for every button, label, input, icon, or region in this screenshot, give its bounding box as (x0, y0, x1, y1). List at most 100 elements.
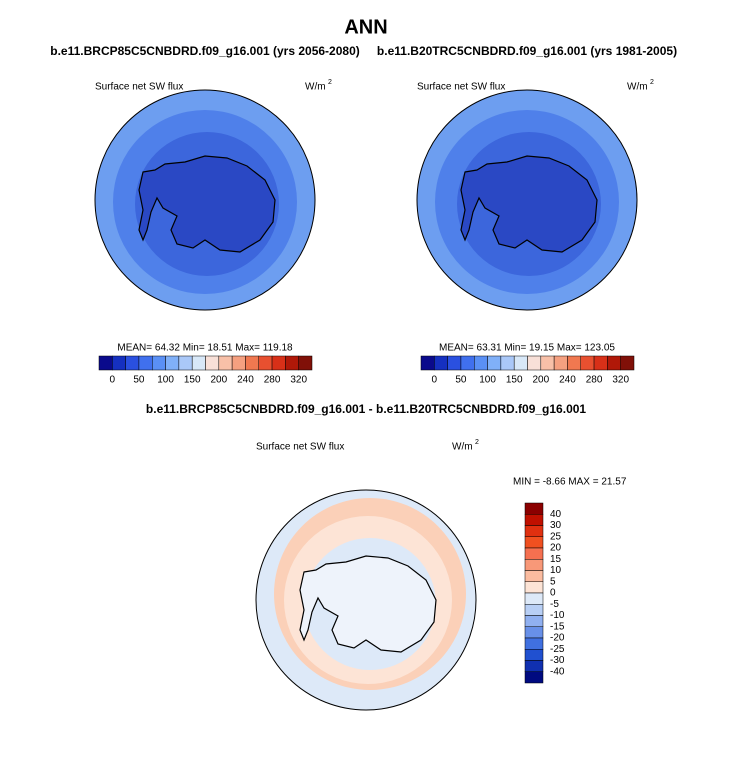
colorbar-label: 200 (532, 375, 549, 386)
colorbar-box (524, 502, 544, 515)
colorbar-label: 150 (506, 375, 523, 386)
colorbar-label: -25 (550, 644, 565, 655)
colorbar-label: -10 (550, 610, 565, 621)
units: W/m (305, 82, 326, 93)
colorbar-box (524, 559, 544, 571)
units-exponent: 2 (328, 79, 332, 86)
colorbar-label: 320 (290, 375, 307, 386)
colorbar-box (245, 355, 259, 371)
variable: Surface net SW flux (417, 82, 505, 93)
colorbar-box (231, 355, 246, 371)
colorbar-box (191, 355, 206, 371)
colorbar-label: 20 (550, 543, 562, 554)
colorbar-label: 40 (550, 509, 562, 520)
colorbar-box (205, 355, 220, 371)
colorbar-box (580, 355, 595, 371)
colorbar-box (524, 604, 544, 616)
panel-title: b.e11.B20TRC5CNBDRD.f09_g16.001 (yrs 198… (377, 44, 677, 58)
colorbar-box (152, 355, 166, 371)
colorbar-box (524, 570, 544, 582)
difference-title: b.e11.BRCP85C5CNBDRD.f09_g16.001 - b.e11… (146, 402, 587, 416)
colorbar-box (513, 355, 528, 371)
colorbar-box (524, 525, 544, 537)
colorbar-label: 50 (133, 375, 145, 386)
colorbar-box (607, 355, 621, 371)
colorbar-label: 25 (550, 531, 562, 542)
colorbar-label: 240 (237, 375, 254, 386)
stats: MEAN= 64.32 Min= 18.51 Max= 119.18 (117, 343, 293, 354)
colorbar-box (524, 536, 544, 549)
units: W/m (452, 442, 473, 453)
colorbar-box (593, 355, 608, 371)
variable: Surface net SW flux (95, 82, 183, 93)
colorbar-box (165, 355, 180, 371)
colorbar-label: 100 (479, 375, 496, 386)
colorbar-label: 30 (550, 520, 562, 531)
colorbar-label: 240 (559, 375, 576, 386)
colorbar-label: 5 (550, 576, 556, 587)
colorbar-box (524, 660, 544, 672)
colorbar-label: 280 (264, 375, 281, 386)
colorbar-box (487, 355, 502, 371)
colorbar-label: 200 (210, 375, 227, 386)
colorbar-box (524, 514, 544, 526)
map-border (416, 89, 638, 311)
polar-map (416, 89, 638, 311)
colorbar-box (447, 355, 462, 371)
colorbar-box (524, 615, 544, 627)
units: W/m (627, 82, 648, 93)
panel-title: b.e11.BRCP85C5CNBDRD.f09_g16.001 (yrs 20… (50, 44, 360, 58)
colorbar-box (524, 592, 544, 605)
colorbar-label: 280 (586, 375, 603, 386)
units-exponent: 2 (475, 439, 479, 446)
colorbar-box (524, 649, 544, 661)
colorbar-box (434, 355, 448, 371)
colorbar-label: -40 (550, 666, 565, 677)
colorbar-box (271, 355, 286, 371)
colorbar-box (460, 355, 475, 371)
colorbar-box (474, 355, 488, 371)
colorbar-box (285, 355, 299, 371)
colorbar-label: -20 (550, 633, 565, 644)
colorbar-box (258, 355, 273, 371)
variable: Surface net SW flux (256, 442, 344, 453)
colorbar-box (138, 355, 153, 371)
colorbar-box (178, 355, 193, 371)
colorbar-label: -15 (550, 621, 565, 632)
colorbar-box (98, 355, 113, 371)
colorbar-box (112, 355, 126, 371)
colorbar-box (524, 671, 544, 684)
colorbar-box (500, 355, 515, 371)
colorbar-box (540, 355, 555, 371)
colorbar-label: 0 (550, 588, 556, 599)
colorbar-box (298, 355, 313, 371)
colorbar-box (524, 547, 544, 560)
colorbar-box (218, 355, 233, 371)
colorbar-box (125, 355, 140, 371)
colorbar-label: 100 (157, 375, 174, 386)
colorbar-label: -5 (550, 599, 559, 610)
map-border (94, 89, 316, 311)
colorbar-label: -30 (550, 655, 565, 666)
units-exponent: 2 (650, 79, 654, 86)
colorbar-label: 10 (550, 565, 562, 576)
colorbar-box (524, 626, 544, 639)
polar-map (94, 89, 316, 311)
map-border (255, 489, 477, 711)
difference-map (255, 489, 477, 711)
colorbar-label: 320 (612, 375, 629, 386)
colorbar-label: 0 (432, 375, 438, 386)
figure-title: ANN (344, 16, 387, 38)
colorbar-box (524, 637, 544, 650)
stats: MEAN= 63.31 Min= 19.15 Max= 123.05 (439, 343, 615, 354)
colorbar-box (620, 355, 635, 371)
colorbar-box (527, 355, 542, 371)
stats: MIN = -8.66 MAX = 21.57 (513, 477, 627, 488)
colorbar-box (524, 581, 544, 594)
colorbar-box (553, 355, 568, 371)
colorbar-box (567, 355, 581, 371)
colorbar-label: 15 (550, 554, 562, 565)
colorbar-label: 50 (455, 375, 467, 386)
colorbar-label: 150 (184, 375, 201, 386)
